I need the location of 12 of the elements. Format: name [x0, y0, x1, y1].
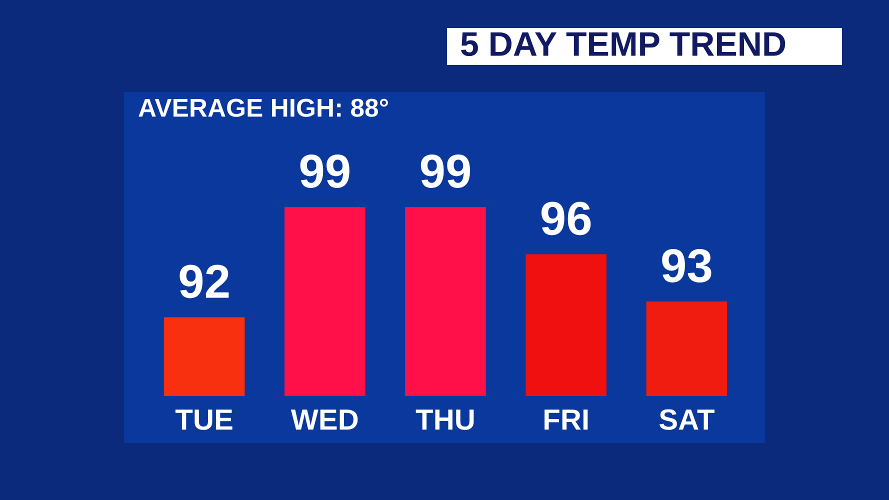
x-tick-label: SAT [659, 409, 714, 430]
x-tick-label: FRI [544, 410, 588, 430]
x-tick-label: WED [290, 410, 358, 430]
data-label: 96 [541, 202, 591, 236]
data-label: 99 [300, 154, 350, 188]
x-tick-label: TUE [175, 410, 232, 430]
text: AVERAGE HIGH: 88° [138, 98, 388, 117]
data-label: 99 [420, 154, 470, 188]
data-label: 93 [662, 249, 712, 283]
chart-title: 5 DAY TEMP TREND [461, 32, 786, 56]
data-label: 92 [180, 264, 229, 298]
x-tick-label: THU [416, 410, 474, 430]
